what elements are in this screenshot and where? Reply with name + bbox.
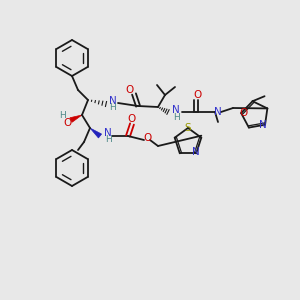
Text: N: N	[109, 96, 117, 106]
Text: S: S	[185, 123, 191, 133]
Text: H: H	[172, 112, 179, 122]
Text: N: N	[259, 120, 267, 130]
Text: O: O	[144, 133, 152, 143]
Text: N: N	[172, 105, 180, 115]
Text: O: O	[128, 114, 136, 124]
Text: O: O	[193, 90, 201, 100]
Text: H: H	[110, 103, 116, 112]
Text: H: H	[105, 136, 111, 145]
Text: N: N	[104, 128, 112, 138]
Polygon shape	[70, 115, 82, 122]
Text: O: O	[239, 108, 247, 118]
Text: O: O	[126, 85, 134, 95]
Text: H: H	[60, 112, 66, 121]
Polygon shape	[90, 128, 102, 138]
Text: N: N	[214, 107, 222, 117]
Text: N: N	[192, 147, 200, 157]
Text: O: O	[63, 118, 71, 128]
